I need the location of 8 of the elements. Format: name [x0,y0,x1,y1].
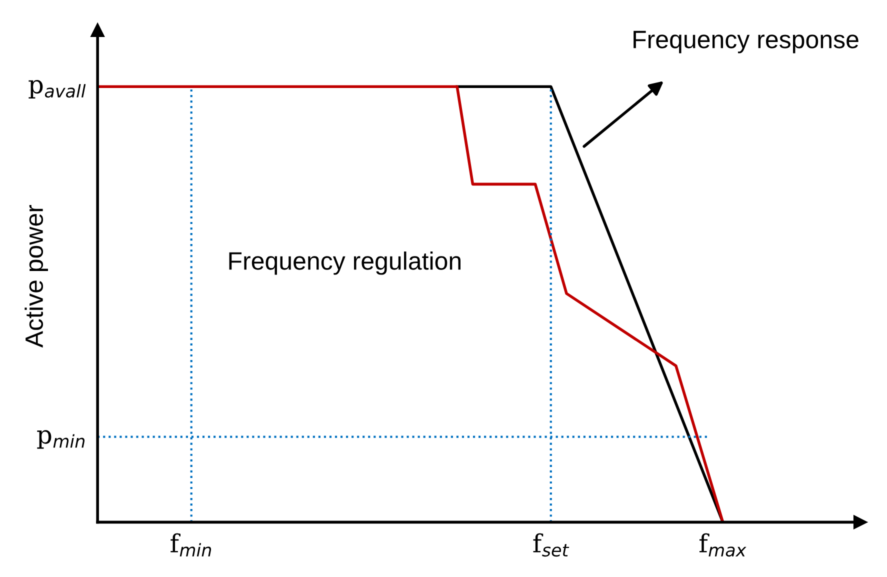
text: Frequency response [634,30,858,54]
x-tick-label: f$_{max}$ [699,533,746,557]
series-label: p$_{min}$ [37,430,85,449]
y-axis-title: Active power [24,204,48,348]
text: p$_{avall}$ [28,80,86,99]
x-tick-label: f$_{set}$ [533,533,570,557]
annotation: Frequency regulation [229,251,460,275]
x-tick-label: f$_{min}$ [170,533,212,556]
